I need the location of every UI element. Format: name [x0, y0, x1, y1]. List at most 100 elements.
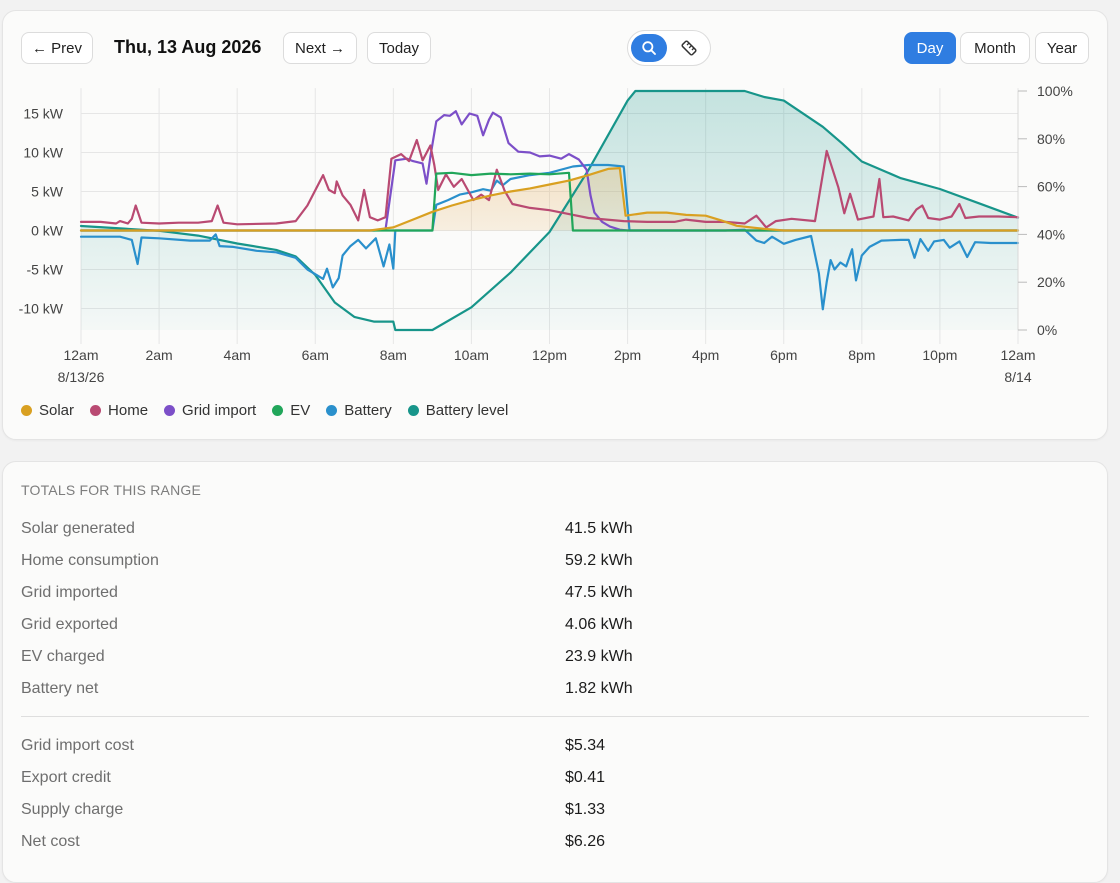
row-value: $1.33 [565, 801, 606, 818]
y-tick-label: 0 kW [31, 223, 64, 239]
x-tick-label: 8am [380, 347, 407, 363]
right-tick-label: 20% [1037, 274, 1065, 290]
row-label: Battery net [21, 680, 99, 697]
legend-swatch [21, 405, 32, 416]
x-subtick-label: 8/13/26 [58, 369, 105, 385]
cost-row: Grid import cost $5.34 [21, 737, 1091, 761]
totals-row: Grid imported 47.5 kWh [21, 584, 1091, 608]
legend-swatch [407, 405, 419, 416]
right-tick-label: 100% [1037, 83, 1073, 99]
solar-line [79, 167, 1020, 232]
today-button[interactable]: Today [367, 32, 431, 64]
legend-item-ev[interactable]: EV [272, 402, 310, 419]
x-tick-label: 4am [224, 347, 251, 363]
battery-level-area [81, 91, 1018, 330]
date-title: Thu, 13 Aug 2026 [114, 37, 262, 57]
range-year-button[interactable]: Year [1035, 32, 1089, 64]
row-label: Grid import cost [21, 737, 134, 754]
legend-label: Home [108, 402, 149, 419]
x-tick-label: 4pm [692, 347, 719, 363]
row-value: 1.82 kWh [565, 680, 633, 697]
row-value: $5.34 [565, 737, 606, 754]
cost-row: Supply charge $1.33 [21, 801, 1091, 825]
totals-row: Solar generated 41.5 kWh [21, 520, 1091, 544]
row-value: 47.5 kWh [565, 584, 633, 601]
row-value: 4.06 kWh [565, 616, 633, 633]
next-button[interactable]: Next → [283, 32, 357, 64]
legend-swatch [326, 405, 338, 416]
totals-row: Battery net 1.82 kWh [21, 680, 1091, 704]
x-tick-label: 8pm [848, 347, 875, 363]
totals-row: Home consumption 59.2 kWh [21, 552, 1091, 576]
legend-swatch [90, 405, 102, 416]
prev-button[interactable]: ← Prev [21, 32, 93, 64]
legend-swatch [272, 405, 284, 416]
right-tick-label: 60% [1037, 179, 1065, 195]
x-tick-label: 2pm [614, 347, 641, 363]
energy-chart[interactable]: 12am 2am 4am 6am 8am 10am 12pm 2pm 4pm 6pm 8pm 10pm… [3, 11, 1103, 391]
row-label: Net cost [21, 833, 80, 850]
legend-item-battery[interactable]: Battery [326, 402, 392, 419]
x-tick-label: 12am [1000, 347, 1035, 363]
row-label: Grid imported [21, 584, 118, 601]
y-tick-label: 10 kW [23, 145, 63, 161]
totals-row: EV charged 23.9 kWh [21, 648, 1091, 672]
x-tick-label: 6pm [770, 347, 797, 363]
y-tick-label: -5 kW [26, 262, 63, 278]
legend-label: Grid import [182, 402, 257, 419]
y-tick-label: 15 kW [23, 106, 63, 122]
legend-label: Battery level [425, 402, 509, 419]
zoom-tool-button[interactable] [631, 34, 667, 62]
tool-toggle-group [627, 30, 711, 66]
chart-fills [81, 91, 1018, 330]
row-label: Export credit [21, 769, 111, 786]
row-label: Home consumption [21, 552, 159, 569]
row-value: $6.26 [565, 833, 606, 850]
legend-swatch [164, 405, 176, 416]
totals-card: TOTALS FOR THIS RANGE Solar generated 41… [2, 461, 1108, 883]
legend-label: Solar [39, 402, 75, 419]
right-tick-label: 80% [1037, 131, 1065, 147]
row-label: EV charged [21, 648, 105, 665]
range-day-button[interactable]: Day [904, 32, 956, 64]
range-month-button[interactable]: Month [960, 32, 1030, 64]
row-value: 23.9 kWh [565, 648, 633, 665]
totals-heading: TOTALS FOR THIS RANGE [21, 482, 202, 498]
legend-item-solar[interactable]: Solar [21, 402, 74, 419]
totals-divider [21, 716, 1089, 717]
chart-card: ← Prev Thu, 13 Aug 2026 Next → Today Day… [2, 10, 1108, 440]
legend-item-battery-level[interactable]: Battery level [407, 402, 509, 419]
search-icon [642, 41, 656, 55]
x-tick-label: 12pm [532, 347, 567, 363]
legend-label: Battery [344, 402, 392, 419]
measure-tool-button[interactable] [671, 34, 707, 62]
right-tick-label: 0% [1037, 322, 1057, 338]
battery-line [79, 163, 1020, 311]
ruler-icon [681, 40, 697, 56]
chart-lines [79, 89, 1020, 332]
y-tick-label: 5 kW [31, 184, 64, 200]
row-value: 59.2 kWh [565, 552, 633, 569]
x-tick-label: 10pm [922, 347, 957, 363]
legend-item-grid-import[interactable]: Grid import [164, 402, 256, 419]
totals-row: Grid exported 4.06 kWh [21, 616, 1091, 640]
right-tick-label: 40% [1037, 226, 1065, 242]
row-value: 41.5 kWh [565, 520, 633, 537]
ev-line [79, 171, 1020, 232]
row-label: Grid exported [21, 616, 118, 633]
x-tick-label: 12am [63, 347, 98, 363]
chart-legend: Solar Home Grid import EV Battery Battery lev… [21, 402, 524, 419]
solar-area [81, 168, 1018, 231]
x-tick-label: 10am [454, 347, 489, 363]
x-tick-label: 2am [145, 347, 172, 363]
home-line [79, 138, 1020, 229]
cost-row: Net cost $6.26 [21, 833, 1091, 857]
x-subtick-label: 8/14 [1004, 369, 1031, 385]
battery-level-line [79, 89, 1020, 332]
legend-item-home[interactable]: Home [90, 402, 148, 419]
cost-row: Export credit $0.41 [21, 769, 1091, 793]
y-tick-label: -10 kW [19, 301, 64, 317]
chart-axes: 12am 2am 4am 6am 8am 10am 12pm 2pm 4pm 6pm 8pm 10pm… [19, 83, 1073, 385]
legend-label: EV [290, 402, 311, 419]
grid-import-line [79, 110, 1020, 232]
